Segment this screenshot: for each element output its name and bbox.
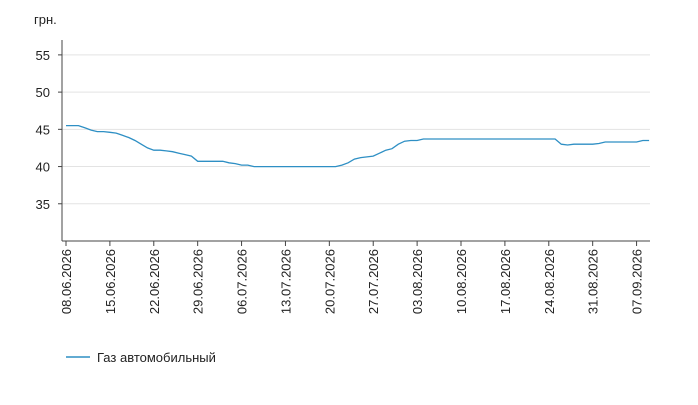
x-tick-label: 13.07.2026 <box>278 249 293 314</box>
legend-label: Газ автомобильный <box>97 350 216 365</box>
x-tick-label: 17.08.2026 <box>498 249 513 314</box>
y-tick-label: 45 <box>36 122 50 137</box>
x-tick-label: 27.07.2026 <box>366 249 381 314</box>
x-tick-label: 08.06.2026 <box>59 249 74 314</box>
y-tick-label: 35 <box>36 197 50 212</box>
line-series <box>66 124 650 168</box>
x-tick-label: 15.06.2026 <box>103 249 118 314</box>
x-tick-label: 20.07.2026 <box>322 249 337 314</box>
x-tick-label: 22.06.2026 <box>147 249 162 314</box>
y-unit-label: грн. <box>34 12 57 27</box>
y-tick-label: 40 <box>36 160 50 175</box>
x-tick-label: 31.08.2026 <box>586 249 601 314</box>
x-tick-label: 03.08.2026 <box>410 249 425 314</box>
x-tick-label: 24.08.2026 <box>542 249 557 314</box>
x-tick-label: 29.06.2026 <box>191 249 206 314</box>
x-tick-label: 10.08.2026 <box>454 249 469 314</box>
x-tick-label: 06.07.2026 <box>235 249 250 314</box>
y-tick-label: 55 <box>36 48 50 63</box>
x-tick-label: 07.09.2026 <box>630 249 645 314</box>
y-tick-label: 50 <box>36 85 50 100</box>
